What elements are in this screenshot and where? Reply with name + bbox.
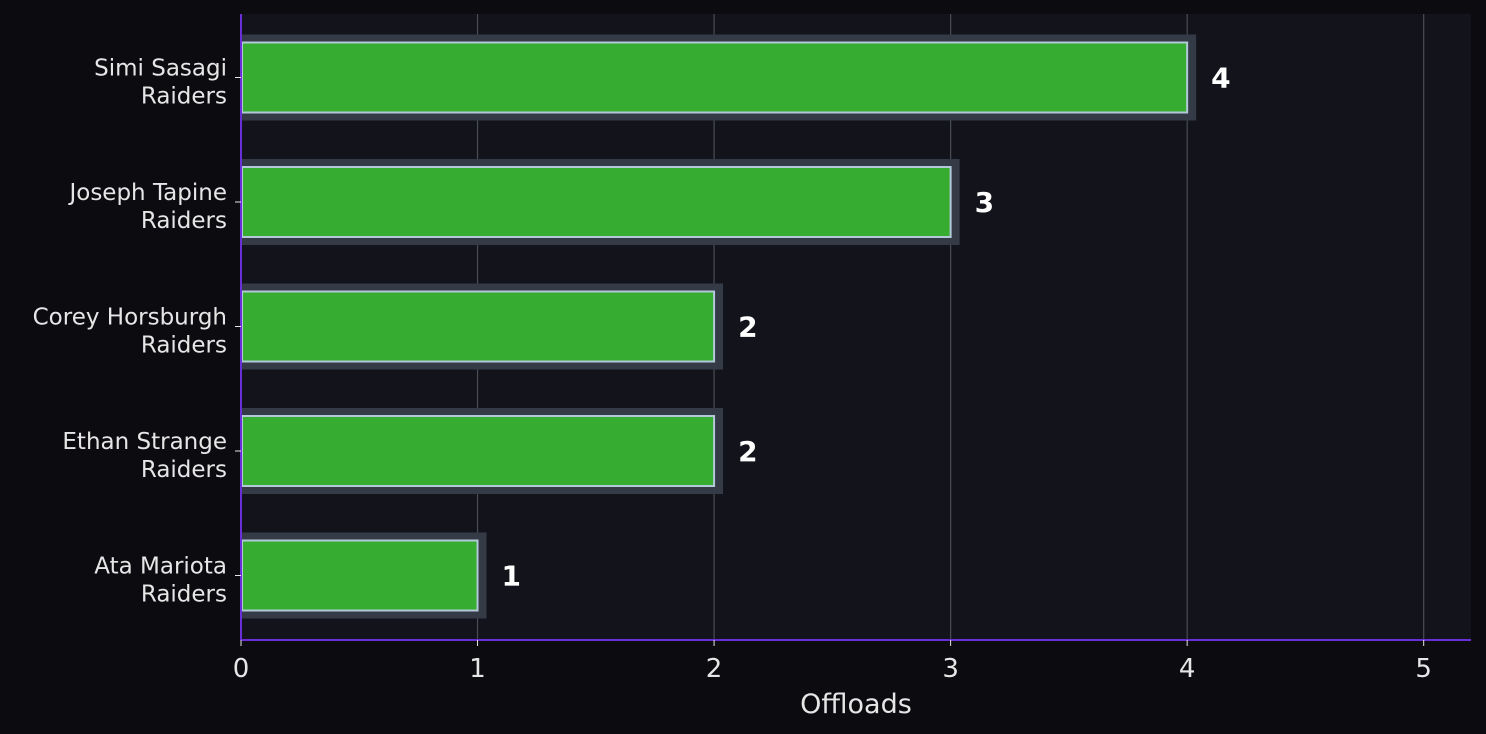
category-name-label: Corey Horsburgh [33,305,227,331]
x-tick-label: 5 [1415,654,1432,684]
x-ticks: 0 1 2 3 4 5 [233,640,1432,684]
x-tick-label: 0 [233,654,250,684]
value-label: 4 [1211,62,1230,95]
x-tick-label: 2 [706,654,723,684]
x-tick-label: 4 [1179,654,1196,684]
bar [241,41,1189,114]
bar [241,166,952,238]
x-tick-label: 1 [469,654,486,684]
category-team-label: Raiders [141,457,227,483]
category-team-label: Raiders [141,208,227,234]
category-team-label: Raiders [141,84,227,110]
x-tick-label: 3 [942,654,959,684]
value-label: 2 [738,311,757,344]
category-name-label: Ethan Strange [62,429,227,455]
category-name-label: Ata Mariota [94,554,227,580]
bars: 4 3 2 2 1 [241,34,1231,619]
value-label: 3 [975,186,994,219]
category-team-label: Raiders [141,333,227,359]
bar [241,290,716,363]
category-team-label: Raiders [141,582,227,608]
bar [241,415,716,487]
bar [241,539,479,612]
x-axis-label: Offloads [800,689,912,720]
category-name-label: Simi Sasagi [94,56,227,82]
category-name-label: Joseph Tapine [67,180,227,206]
value-label: 2 [738,435,757,468]
value-label: 1 [502,560,521,593]
